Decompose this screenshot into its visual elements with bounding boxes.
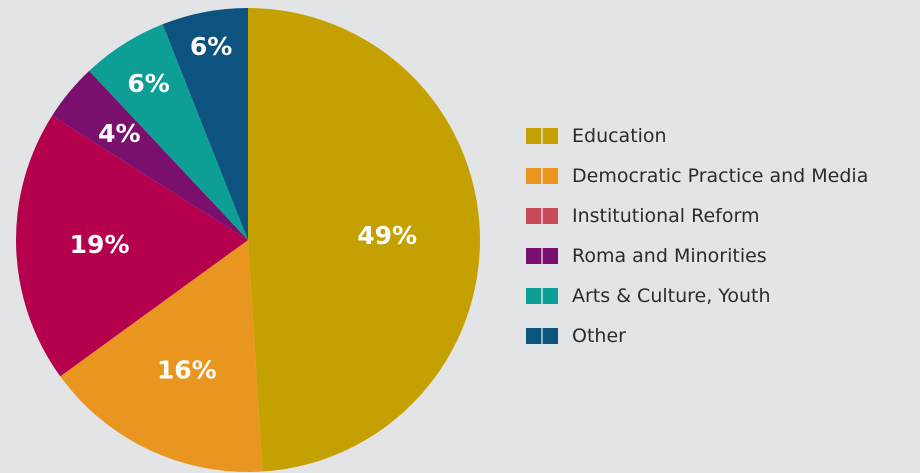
legend-swatch-2 [526, 208, 558, 224]
legend-item-1: Democratic Practice and Media [526, 156, 868, 196]
pie-slice-1 [60, 240, 263, 472]
legend-swatch-3 [526, 248, 558, 264]
pie-slice-3 [52, 70, 248, 241]
legend-swatch-0 [526, 128, 558, 144]
legend-label-0: Education [572, 125, 667, 147]
slice-label-1: 16% [157, 356, 217, 385]
legend-item-4: Arts & Culture, Youth [526, 276, 868, 316]
legend-label-3: Roma and Minorities [572, 245, 767, 267]
pie-slice-0 [248, 8, 481, 472]
legend-label-1: Democratic Practice and Media [572, 165, 869, 187]
legend-item-5: Other [526, 316, 868, 356]
pie-slice-2 [16, 115, 249, 377]
slice-label-2: 19% [70, 230, 130, 259]
legend-swatch-5 [526, 328, 558, 344]
legend-label-5: Other [572, 325, 626, 347]
slice-label-3: 4% [98, 119, 140, 148]
legend-label-4: Arts & Culture, Youth [572, 285, 771, 307]
legend: Education Democratic Practice and Media In… [526, 116, 868, 356]
legend-item-2: Institutional Reform [526, 196, 868, 236]
legend-swatch-1 [526, 168, 558, 184]
slice-label-4: 6% [127, 69, 169, 98]
legend-label-2: Institutional Reform [572, 205, 760, 227]
legend-item-0: Education [526, 116, 868, 156]
legend-swatch-4 [526, 288, 558, 304]
pie-slice-5 [162, 8, 248, 240]
legend-item-3: Roma and Minorities [526, 236, 868, 276]
pie-slice-4 [89, 24, 248, 240]
slice-label-0: 49% [357, 221, 417, 250]
pie-chart: 49% 16% 19% 4% 6% 6% [16, 8, 481, 472]
slice-label-5: 6% [190, 32, 232, 61]
